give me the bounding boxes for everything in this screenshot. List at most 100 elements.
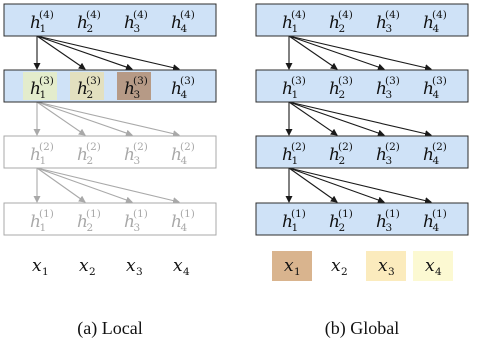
layer-row-2	[3, 135, 217, 169]
input-subscript: 2	[341, 266, 348, 278]
layer-superscript: (4)	[86, 9, 101, 21]
panel-caption: (b) Global	[325, 318, 399, 339]
input-token-label: x	[173, 256, 183, 276]
layer-superscript: (2)	[39, 141, 54, 153]
hidden-state-label: h	[77, 79, 88, 99]
position-subscript: 1	[40, 23, 47, 35]
hidden-state-label: h	[30, 13, 41, 33]
layer-superscript: (3)	[385, 75, 400, 87]
hidden-state-label: h	[423, 13, 434, 33]
position-subscript: 3	[386, 23, 393, 35]
row-layer	[3, 3, 469, 281]
position-subscript: 2	[87, 23, 94, 35]
hidden-state-label: h	[282, 212, 293, 232]
attention-arrow	[288, 101, 385, 137]
position-subscript: 4	[433, 155, 440, 167]
attention-arrow	[36, 167, 133, 204]
input-subscript: 1	[42, 266, 49, 278]
hidden-state-label: h	[282, 13, 293, 33]
input-token-label: x	[32, 256, 42, 276]
input-token-label: x	[331, 256, 341, 276]
input-token-label: x	[378, 256, 388, 276]
hidden-state-label: h	[376, 79, 387, 99]
position-subscript: 3	[134, 89, 141, 101]
attention-arrow	[288, 101, 432, 138]
attention-arrow	[288, 101, 338, 136]
layer-superscript: (4)	[39, 9, 54, 21]
position-subscript: 1	[292, 222, 299, 234]
hidden-state-label: h	[124, 13, 135, 33]
layer-superscript: (2)	[133, 141, 148, 153]
hidden-state-label: h	[171, 212, 182, 232]
input-token-label: x	[126, 256, 136, 276]
position-subscript: 1	[292, 89, 299, 101]
hidden-state-label: h	[376, 13, 387, 33]
hidden-state-label: h	[329, 13, 340, 33]
position-subscript: 4	[181, 89, 188, 101]
layer-superscript: (3)	[133, 75, 148, 87]
layer-superscript: (2)	[432, 141, 447, 153]
layer-superscript: (1)	[86, 208, 101, 220]
hidden-state-label: h	[30, 79, 41, 99]
position-subscript: 4	[181, 23, 188, 35]
layer-superscript: (1)	[432, 208, 447, 220]
token-highlight	[23, 72, 57, 100]
input-token-label: x	[79, 256, 89, 276]
hidden-state-label: h	[171, 145, 182, 165]
attention-arrow	[288, 167, 338, 203]
input-subscript: 3	[388, 266, 395, 278]
layer-superscript: (1)	[385, 208, 400, 220]
hidden-state-label: h	[423, 145, 434, 165]
attention-arrow	[288, 167, 432, 205]
hidden-state-label: h	[423, 212, 434, 232]
attention-arrow	[36, 101, 133, 137]
panel-caption: (a) Local	[77, 318, 142, 339]
position-subscript: 3	[134, 222, 141, 234]
layer-row-4	[255, 3, 469, 37]
hidden-state-label: h	[30, 212, 41, 232]
attention-arrow	[288, 35, 385, 71]
position-subscript: 2	[339, 89, 346, 101]
position-subscript: 2	[339, 222, 346, 234]
layer-superscript: (4)	[133, 9, 148, 21]
hidden-state-label: h	[171, 13, 182, 33]
attention-arrow	[288, 35, 432, 72]
layer-row-1	[3, 202, 217, 236]
attention-arrow	[36, 167, 86, 203]
hidden-state-label: h	[282, 145, 293, 165]
input-subscript: 3	[136, 266, 143, 278]
position-subscript: 1	[292, 155, 299, 167]
position-subscript: 4	[433, 23, 440, 35]
attention-arrow	[288, 35, 338, 70]
arrow-layer	[33, 35, 432, 205]
hidden-state-label: h	[329, 79, 340, 99]
attention-arrow	[36, 35, 133, 71]
layer-superscript: (2)	[338, 141, 353, 153]
position-subscript: 4	[433, 222, 440, 234]
layer-superscript: (1)	[133, 208, 148, 220]
input-highlight	[413, 251, 453, 281]
hidden-state-label: h	[124, 145, 135, 165]
position-subscript: 3	[386, 222, 393, 234]
attention-arrow	[36, 35, 86, 70]
label-layer: h1(4) h2(4) h3(4) h4(4)h1(3) h2(3) h3(3) h4(3)…	[30, 9, 447, 339]
layer-superscript: (1)	[291, 208, 306, 220]
input-subscript: 1	[294, 266, 301, 278]
layer-superscript: (4)	[338, 9, 353, 21]
input-subscript: 4	[183, 266, 190, 278]
input-subscript: 4	[435, 266, 442, 278]
token-highlight	[117, 72, 151, 100]
position-subscript: 2	[87, 155, 94, 167]
hidden-state-label: h	[282, 79, 293, 99]
attention-arrow	[36, 101, 86, 136]
position-subscript: 3	[386, 155, 393, 167]
input-token-label: x	[425, 256, 435, 276]
layer-row-2	[255, 135, 469, 169]
layer-superscript: (2)	[291, 141, 306, 153]
token-highlight	[70, 72, 104, 100]
hidden-state-label: h	[30, 145, 41, 165]
layer-superscript: (4)	[291, 9, 306, 21]
hidden-state-label: h	[171, 79, 182, 99]
attention-arrow	[36, 167, 180, 205]
